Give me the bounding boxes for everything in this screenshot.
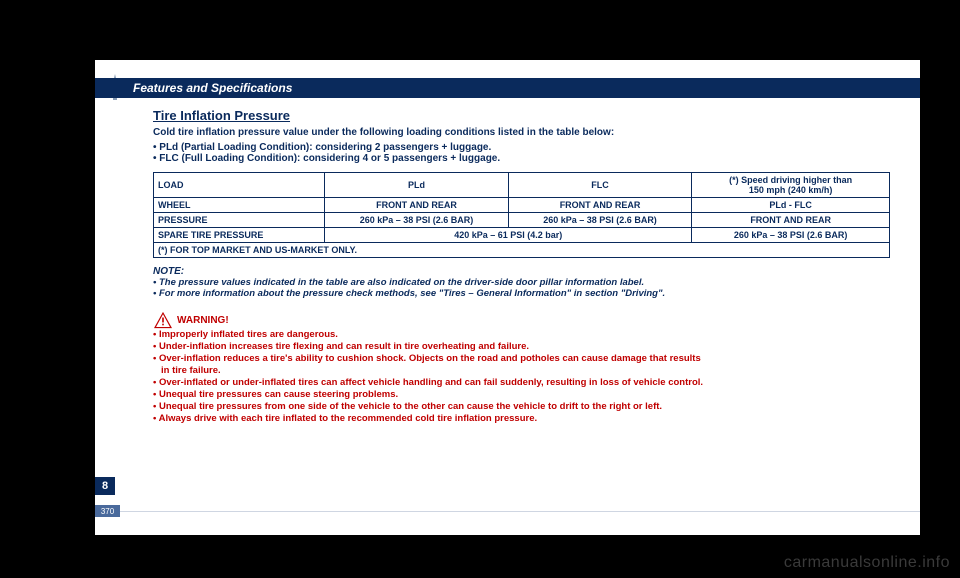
cell-spare-label: SPARE TIRE PRESSURE [154, 228, 325, 243]
chapter-header-bar: Features and Specifications [95, 78, 920, 98]
section-number-tab: 8 [95, 477, 115, 495]
manual-page: Features and Specifications Tire Inflati… [95, 60, 920, 535]
section-intro: Cold tire inflation pressure value under… [153, 127, 890, 138]
bullet-pld: PLd (Partial Loading Condition): conside… [153, 142, 890, 153]
cell-pressure-highspeed: 260 kPa – 38 PSI (2.6 BAR) [692, 228, 890, 243]
table-row: WHEEL FRONT AND REAR FRONT AND REAR PLd … [154, 198, 890, 213]
warning-item: Unequal tire pressures from one side of … [153, 401, 890, 412]
warning-item: in tire failure. [153, 365, 890, 376]
cell-spare-val: 420 kPa – 61 PSI (4.2 bar) [325, 228, 692, 243]
table-row: LOAD PLd FLC (*) Speed driving higher th… [154, 173, 890, 198]
cell-wheel-highspeed: FRONT AND REAR [692, 213, 890, 228]
note-list: The pressure values indicated in the tab… [153, 277, 890, 299]
cell-footnote: (*) FOR TOP MARKET AND US-MARKET ONLY. [154, 243, 890, 258]
cell-wheel-1: FRONT AND REAR [325, 198, 509, 213]
cell-load-highspeed: PLd - FLC [692, 198, 890, 213]
cell-load-pld: PLd [325, 173, 509, 198]
cell-wheel-label: WHEEL [154, 198, 325, 213]
warning-item: Improperly inflated tires are dangerous. [153, 329, 890, 340]
note-item: For more information about the pressure … [153, 288, 890, 299]
warning-list: Improperly inflated tires are dangerous.… [153, 329, 890, 424]
footer-rule [120, 511, 920, 512]
cell-pressure-2: 260 kPa – 38 PSI (2.6 BAR) [508, 213, 692, 228]
section-title: Tire Inflation Pressure [153, 108, 890, 123]
watermark-text: carmanualsonline.info [784, 554, 950, 572]
table-row: (*) FOR TOP MARKET AND US-MARKET ONLY. [154, 243, 890, 258]
table-row: PRESSURE 260 kPa – 38 PSI (2.6 BAR) 260 … [154, 213, 890, 228]
warning-label: WARNING! [177, 315, 229, 326]
warning-item: Under-inflation increases tire flexing a… [153, 341, 890, 352]
loading-definitions: PLd (Partial Loading Condition): conside… [153, 142, 890, 164]
note-heading: NOTE: [153, 266, 890, 277]
cell-pressure-label: PRESSURE [154, 213, 325, 228]
cell-load-flc: FLC [508, 173, 692, 198]
table-row: SPARE TIRE PRESSURE 420 kPa – 61 PSI (4.… [154, 228, 890, 243]
warning-item: Always drive with each tire inflated to … [153, 413, 890, 424]
note-item: The pressure values indicated in the tab… [153, 277, 890, 288]
pressure-table: LOAD PLd FLC (*) Speed driving higher th… [153, 172, 890, 258]
page-number: 370 [95, 505, 120, 517]
warning-header: WARNING! [153, 311, 890, 329]
chapter-title: Features and Specifications [133, 81, 292, 95]
cell-pressure-1: 260 kPa – 38 PSI (2.6 BAR) [325, 213, 509, 228]
cell-load-label: LOAD [154, 173, 325, 198]
warning-block: WARNING! Improperly inflated tires are d… [153, 311, 890, 424]
warning-item: Over-inflation reduces a tire's ability … [153, 353, 890, 364]
warning-triangle-icon [153, 311, 173, 329]
cell-speed-header: (*) Speed driving higher than 150 mph (2… [692, 173, 890, 198]
warning-item: Unequal tire pressures can cause steerin… [153, 389, 890, 400]
warning-item: Over-inflated or under-inflated tires ca… [153, 377, 890, 388]
cell-wheel-2: FRONT AND REAR [508, 198, 692, 213]
page-content: Tire Inflation Pressure Cold tire inflat… [153, 108, 890, 425]
bullet-flc: FLC (Full Loading Condition): considerin… [153, 153, 890, 164]
